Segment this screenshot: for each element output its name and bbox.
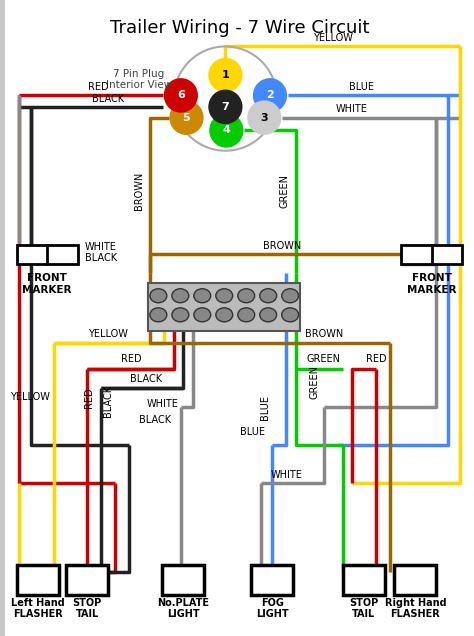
Text: 7: 7: [221, 102, 229, 112]
Text: FRONT
MARKER: FRONT MARKER: [407, 273, 456, 295]
Text: BLACK: BLACK: [129, 373, 162, 384]
Ellipse shape: [282, 289, 299, 303]
Text: BLUE: BLUE: [240, 427, 265, 438]
Text: RED: RED: [366, 354, 387, 364]
Circle shape: [209, 59, 242, 92]
Text: No.PLATE
LIGHT: No.PLATE LIGHT: [157, 598, 209, 619]
Circle shape: [209, 90, 242, 123]
Text: FRONT
MARKER: FRONT MARKER: [22, 273, 72, 295]
Bar: [162, 565, 204, 595]
Text: 7 Pin Plug
Interior View: 7 Pin Plug Interior View: [106, 69, 172, 90]
Text: STOP
TAIL: STOP TAIL: [349, 598, 378, 619]
Ellipse shape: [216, 308, 233, 322]
Text: BROWN: BROWN: [134, 172, 144, 210]
Text: BLACK: BLACK: [92, 93, 124, 104]
Text: 2: 2: [266, 90, 274, 100]
Text: BLACK: BLACK: [103, 385, 113, 417]
Text: RED: RED: [84, 387, 94, 408]
Text: WHITE: WHITE: [146, 399, 179, 409]
Ellipse shape: [238, 308, 255, 322]
Text: GREEN: GREEN: [309, 364, 319, 399]
Ellipse shape: [194, 308, 211, 322]
Text: 3: 3: [261, 113, 268, 123]
Text: WHITE: WHITE: [271, 470, 302, 480]
Text: BROWN: BROWN: [305, 329, 343, 339]
Text: FOG
LIGHT: FOG LIGHT: [256, 598, 289, 619]
Text: GREEN: GREEN: [279, 174, 289, 208]
Text: 5: 5: [182, 113, 190, 123]
Text: WHITE: WHITE: [85, 242, 117, 252]
Circle shape: [254, 79, 286, 112]
Circle shape: [248, 101, 281, 134]
Text: BROWN: BROWN: [263, 241, 301, 251]
Bar: [66, 565, 108, 595]
Text: BLUE: BLUE: [260, 394, 270, 420]
Ellipse shape: [194, 289, 211, 303]
Ellipse shape: [238, 289, 255, 303]
Text: YELLOW: YELLOW: [88, 329, 128, 339]
Text: 1: 1: [221, 70, 229, 80]
Ellipse shape: [260, 308, 277, 322]
Text: WHITE: WHITE: [336, 104, 368, 114]
Text: RED: RED: [89, 82, 109, 92]
Bar: [17, 565, 59, 595]
Circle shape: [170, 101, 203, 134]
Ellipse shape: [172, 308, 189, 322]
Text: BLACK: BLACK: [139, 415, 172, 425]
Text: Trailer Wiring - 7 Wire Circuit: Trailer Wiring - 7 Wire Circuit: [110, 19, 369, 37]
Ellipse shape: [216, 289, 233, 303]
Bar: [343, 565, 385, 595]
Ellipse shape: [150, 308, 167, 322]
Circle shape: [164, 79, 197, 112]
Bar: [394, 565, 437, 595]
Ellipse shape: [260, 289, 277, 303]
Text: YELLOW: YELLOW: [313, 33, 353, 43]
Bar: [148, 283, 301, 331]
Bar: [401, 245, 462, 264]
Text: GREEN: GREEN: [307, 354, 341, 364]
Text: Right Hand
FLASHER: Right Hand FLASHER: [384, 598, 446, 619]
Text: Left Hand
FLASHER: Left Hand FLASHER: [11, 598, 64, 619]
Ellipse shape: [150, 289, 167, 303]
Ellipse shape: [282, 308, 299, 322]
Text: STOP
TAIL: STOP TAIL: [73, 598, 102, 619]
Bar: [17, 245, 78, 264]
Text: YELLOW: YELLOW: [9, 392, 50, 403]
Text: 6: 6: [177, 90, 185, 100]
Text: BLUE: BLUE: [349, 82, 374, 92]
Text: 4: 4: [222, 125, 230, 135]
Bar: [251, 565, 293, 595]
Ellipse shape: [172, 289, 189, 303]
Text: BLACK: BLACK: [85, 252, 117, 263]
Text: RED: RED: [121, 354, 142, 364]
Circle shape: [210, 114, 243, 147]
